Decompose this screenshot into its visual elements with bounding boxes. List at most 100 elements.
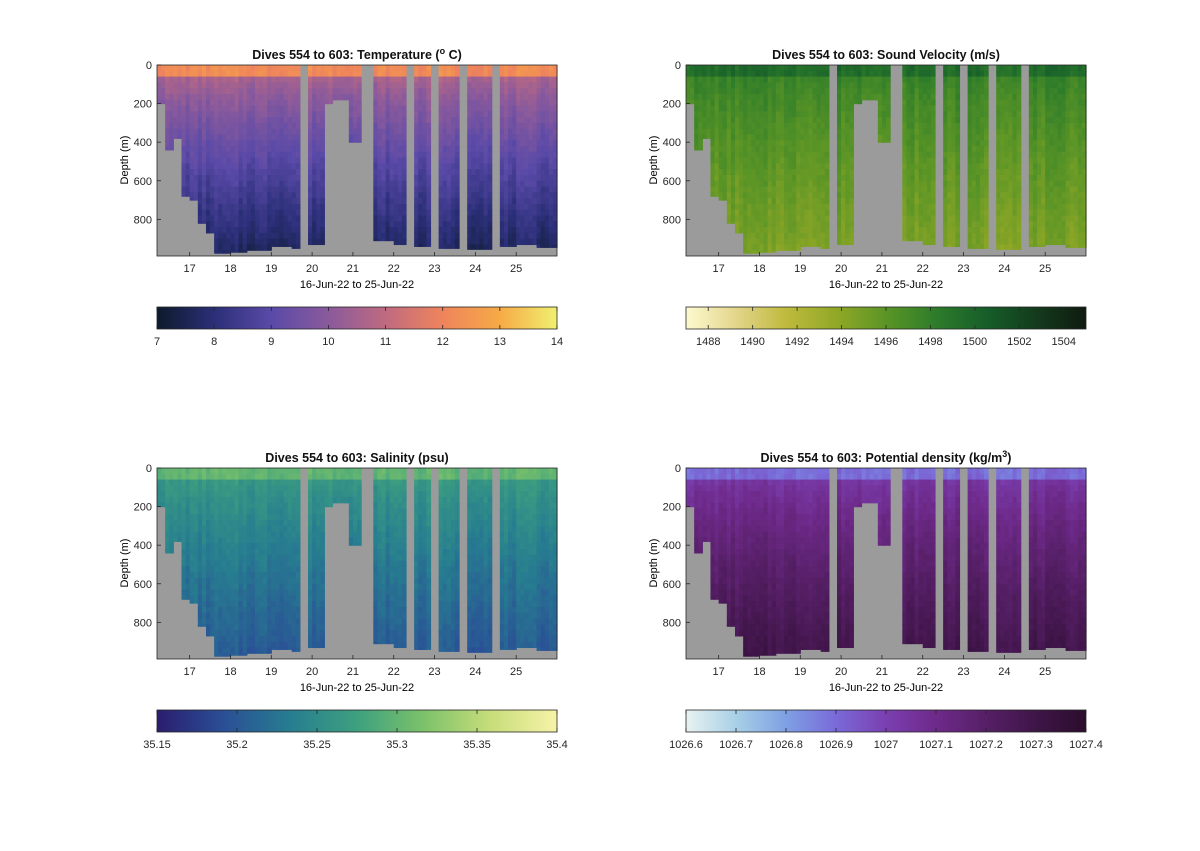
heatmap-cell <box>796 198 801 205</box>
heatmap-cell <box>238 186 244 193</box>
heatmap-cell <box>751 122 756 130</box>
heatmap-cell <box>979 169 985 176</box>
heatmap-cell <box>185 520 191 527</box>
heatmap-cell <box>926 76 932 83</box>
heatmap-cell <box>401 227 407 234</box>
heatmap-cell <box>983 111 989 118</box>
heatmap-cell <box>291 65 297 72</box>
heatmap-cell <box>181 589 187 596</box>
heatmap-cell <box>487 70 493 78</box>
heatmap-cell <box>450 238 456 246</box>
heatmap-cell <box>726 203 732 211</box>
heatmap-cell <box>808 209 814 217</box>
heatmap-cell <box>951 203 956 211</box>
heatmap-cell <box>401 122 407 130</box>
x-tick-label: 22 <box>388 263 400 275</box>
heatmap-cell <box>193 134 199 141</box>
heatmap-cell <box>906 93 912 101</box>
heatmap-cell <box>804 65 810 72</box>
heatmap-cell <box>1049 232 1054 240</box>
heatmap-cell <box>1008 209 1014 217</box>
heatmap-cell <box>189 583 195 591</box>
heatmap-cell <box>516 221 521 228</box>
heatmap-cell <box>173 508 179 515</box>
heatmap-cell <box>726 215 732 222</box>
heatmap-cell <box>983 157 989 164</box>
heatmap-cell <box>312 163 317 170</box>
heatmap-cell <box>1037 215 1042 222</box>
heatmap-cell <box>222 180 227 188</box>
heatmap-cell <box>1032 163 1038 170</box>
heatmap-cell <box>291 163 297 170</box>
heatmap-cell <box>512 192 517 199</box>
heatmap-cell <box>536 65 542 72</box>
heatmap-cell <box>841 93 846 101</box>
heatmap-cell <box>902 198 908 205</box>
heatmap-cell <box>210 163 215 170</box>
heatmap-cell <box>320 174 325 182</box>
heatmap-cell <box>910 198 916 205</box>
heatmap-cell <box>454 111 460 118</box>
heatmap-cell <box>471 151 476 159</box>
heatmap-cell <box>698 65 703 72</box>
heatmap-cell <box>1069 198 1075 205</box>
heatmap-cell <box>259 209 264 217</box>
heatmap-cell <box>181 491 187 498</box>
heatmap-cell <box>1000 209 1005 217</box>
heatmap-cell <box>475 65 481 72</box>
heatmap-cell <box>312 70 317 78</box>
heatmap-cell <box>755 140 761 147</box>
heatmap-cell <box>165 479 170 486</box>
heatmap-cell <box>287 163 293 170</box>
heatmap-cell <box>1028 215 1034 222</box>
heatmap-cell <box>197 128 203 136</box>
heatmap-cell <box>471 163 476 170</box>
heatmap-cell <box>352 76 358 83</box>
heatmap-cell <box>841 105 846 112</box>
heatmap-cell <box>902 221 908 228</box>
heatmap-cell <box>996 238 1001 246</box>
heatmap-cell <box>446 186 452 193</box>
heatmap-cell <box>508 163 513 170</box>
heatmap-cell <box>414 65 419 72</box>
heatmap-cell <box>767 105 773 112</box>
heatmap-cell <box>1016 157 1022 164</box>
heatmap-cell <box>442 65 448 72</box>
heatmap-cell <box>1061 169 1067 176</box>
heatmap-cell <box>283 209 289 217</box>
heatmap-cell <box>714 65 720 72</box>
heatmap-cell <box>955 134 961 141</box>
heatmap-cell <box>1073 244 1079 248</box>
heatmap-cell <box>1028 244 1034 247</box>
heatmap-cell <box>804 82 810 89</box>
heatmap-cell <box>1000 198 1005 205</box>
heatmap-cell <box>291 232 297 240</box>
heatmap-cell <box>979 209 985 217</box>
heatmap-cell <box>185 122 191 130</box>
heatmap-cell <box>975 157 981 164</box>
heatmap-cell <box>983 192 989 199</box>
heatmap-cell <box>861 88 867 95</box>
heatmap-cell <box>861 65 867 72</box>
heatmap-cell <box>967 209 973 217</box>
colorbar-tick-label: 8 <box>211 336 217 348</box>
heatmap-cell <box>1053 198 1059 205</box>
heatmap-cell <box>902 169 908 176</box>
heatmap-cell <box>185 577 191 585</box>
heatmap-cell <box>536 157 542 164</box>
heatmap-cell <box>165 491 170 498</box>
heatmap-cell <box>548 140 554 147</box>
heatmap-cell <box>951 174 956 182</box>
heatmap-cell <box>1008 169 1014 176</box>
heatmap-cell <box>971 186 977 193</box>
heatmap-cell <box>295 192 301 199</box>
heatmap-cell <box>1049 203 1054 211</box>
heatmap-cell <box>1081 209 1087 217</box>
heatmap-cell <box>730 105 736 112</box>
heatmap-cell <box>259 88 264 95</box>
heatmap-cell <box>1041 105 1046 112</box>
heatmap-cell <box>775 244 781 251</box>
heatmap-cell <box>967 174 973 182</box>
heatmap-cell <box>263 203 268 211</box>
heatmap-cell <box>824 82 830 89</box>
